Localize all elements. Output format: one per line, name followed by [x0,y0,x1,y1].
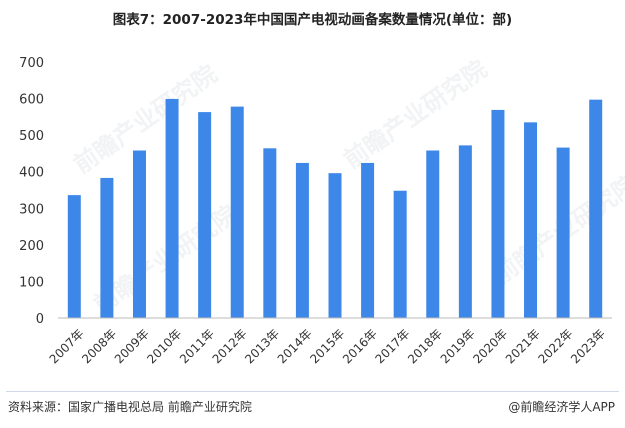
bar-2021年 [524,122,538,318]
footer-divider [6,391,619,392]
y-tick-label: 700 [19,56,44,71]
x-tick-label: 2016年 [340,326,380,366]
x-tick-label: 2008年 [79,326,119,366]
y-axis: 0 100 200 300 400 500 600 700 [19,56,44,327]
y-tick-label: 500 [19,129,44,144]
x-tick-label: 2018年 [405,326,445,366]
y-tick-label: 0 [36,312,44,327]
bar-2018年 [426,150,440,318]
x-tick-label: 2007年 [47,326,87,366]
bar-2023年 [589,99,603,318]
y-tick-label: 100 [19,275,44,290]
x-tick-label: 2020年 [470,326,510,366]
bar-2020年 [491,109,505,318]
bar-2015年 [328,173,342,318]
bar-2011年 [198,112,212,318]
y-tick-label: 200 [19,239,44,254]
x-tick-label: 2022年 [535,326,575,366]
bar-2022年 [556,147,570,318]
x-tick-label: 2019年 [438,326,478,366]
brand-credit: @前瞻经济学人APP [508,400,615,414]
bar-2008年 [100,177,114,318]
bar-2009年 [132,150,146,318]
bar-2017年 [393,190,407,318]
x-tick-label: 2009年 [112,326,152,366]
x-tick-label: 2021年 [503,326,543,366]
chart-title: 图表7：2007-2023年中国国产电视动画备案数量情况(单位：部) [112,12,513,28]
bar-2014年 [295,162,309,318]
x-tick-label: 2015年 [307,326,347,366]
x-tick-label: 2014年 [275,326,315,366]
bars [67,98,603,319]
bar-2019年 [458,145,472,318]
x-tick-label: 2012年 [210,326,250,366]
bar-2013年 [263,148,277,318]
x-tick-label: 2023年 [568,326,608,366]
y-tick-label: 400 [19,166,44,181]
bar-2012年 [230,106,244,318]
bar-2016年 [361,162,375,318]
x-tick-label: 2010年 [144,326,184,366]
y-tick-label: 600 [19,93,44,108]
bar-2010年 [165,98,179,319]
y-tick-label: 300 [19,202,44,217]
x-axis: 2007年2008年2009年2010年2011年2012年2013年2014年… [47,317,612,366]
source-note: 资料来源：国家广播电视总局 前瞻产业研究院 [8,400,252,414]
x-tick-label: 2017年 [373,326,413,366]
x-tick-label: 2011年 [177,326,217,366]
x-tick-label: 2013年 [242,326,282,366]
bar-2007年 [67,195,81,318]
